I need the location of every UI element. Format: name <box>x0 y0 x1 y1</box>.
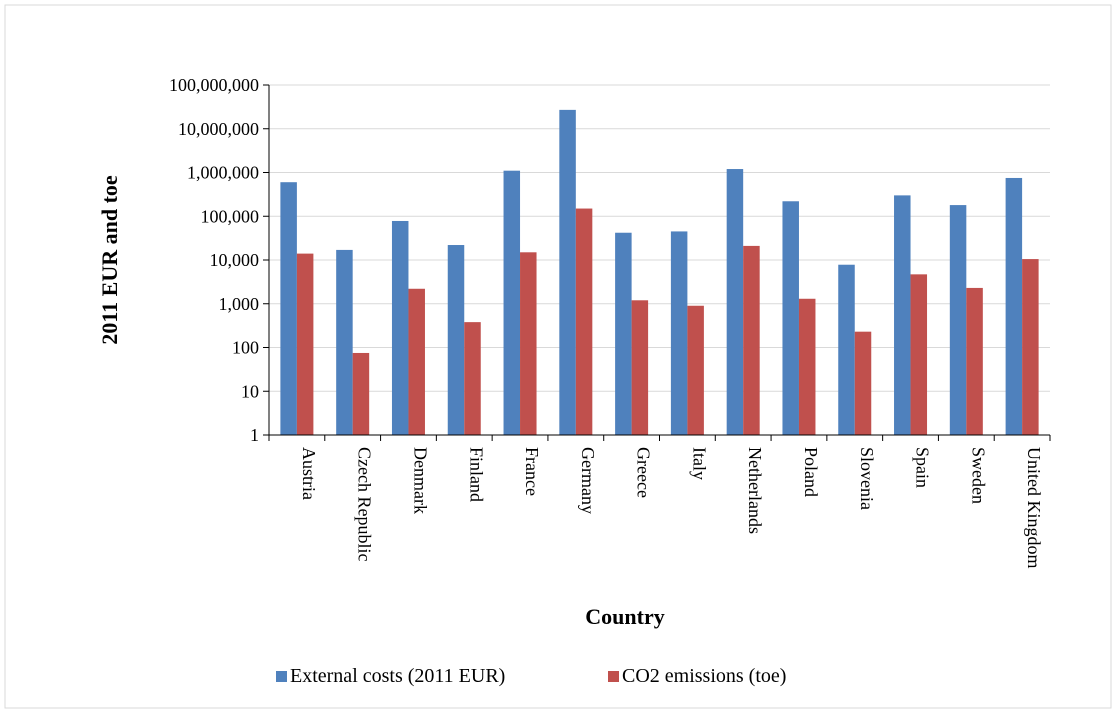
x-tick-labels: Austria Czech Republic Denmark Finland Franc… <box>299 447 1044 569</box>
axes <box>263 84 1051 441</box>
legend-label: CO2 emissions (toe) <box>622 665 786 687</box>
bar-co2-emissions <box>1022 259 1039 435</box>
y-tick-label: 10,000 <box>210 250 260 270</box>
bar-co2-emissions <box>575 208 593 435</box>
bar-co2-emissions <box>408 288 425 435</box>
y-tick-label: 10 <box>241 381 259 401</box>
legend-swatch <box>276 671 287 682</box>
y-tick-label: 1,000,000 <box>187 163 259 183</box>
x-tick-label: Sweden <box>968 447 988 504</box>
bar-co2-emissions <box>687 305 704 435</box>
bar-co2-emissions <box>352 352 370 435</box>
bar-co2-emissions <box>798 298 816 435</box>
x-tick-label: Greece <box>634 447 654 498</box>
x-axis-title: Country <box>585 604 664 629</box>
bar-external-costs <box>447 245 465 435</box>
x-tick-label: Spain <box>913 447 933 488</box>
y-tick-labels: 1 10 100 1,000 10,000 100,000 1,000,000 10,000,… <box>169 75 259 445</box>
bar-external-costs <box>280 182 297 435</box>
y-axis-title: 2011 EUR and toe <box>97 175 122 345</box>
y-tick-label: 1,000 <box>219 294 260 314</box>
bar-external-costs <box>336 249 353 435</box>
legend-label: External costs (2011 EUR) <box>290 665 505 687</box>
bar-external-costs <box>894 195 911 435</box>
bar-external-costs <box>838 264 855 435</box>
y-tick-label: 100,000,000 <box>169 75 259 95</box>
bar-co2-emissions <box>966 287 983 435</box>
x-tick-label: Italy <box>689 447 709 480</box>
y-tick-label: 100,000 <box>201 206 260 226</box>
x-tick-label: Austria <box>299 447 319 500</box>
bar-external-costs <box>782 201 799 435</box>
bar-co2-emissions <box>631 300 649 435</box>
legend: External costs (2011 EUR) CO2 emissions (… <box>276 665 786 687</box>
bar-external-costs <box>503 170 521 435</box>
bar-external-costs <box>1005 177 1023 435</box>
bar-co2-emissions <box>854 331 872 435</box>
bar-co2-emissions <box>520 252 537 435</box>
x-tick-label: United Kingdom <box>1024 447 1044 569</box>
x-tick-label: Czech Republic <box>355 447 375 561</box>
bar-external-costs <box>391 220 409 435</box>
bar-co2-emissions <box>910 274 928 435</box>
bar-external-costs <box>615 232 632 435</box>
x-tick-label: Slovenia <box>857 447 877 510</box>
x-tick-label: Netherlands <box>745 447 765 534</box>
x-tick-label: Poland <box>801 447 821 497</box>
y-tick-label: 10,000,000 <box>178 119 259 139</box>
legend-swatch <box>608 671 619 682</box>
bar-external-costs <box>670 231 688 435</box>
x-tick-label: Denmark <box>410 447 430 514</box>
x-tick-label: Germany <box>578 447 598 514</box>
bar-co2-emissions <box>464 322 481 435</box>
bar-external-costs <box>559 109 576 435</box>
x-tick-label: Finland <box>466 447 486 502</box>
bar-external-costs <box>949 205 967 435</box>
bar-co2-emissions <box>296 253 314 435</box>
bar-external-costs <box>726 169 744 435</box>
chart-border <box>4 4 1112 709</box>
x-tick-label: France <box>522 447 542 496</box>
y-tick-label: 1 <box>250 425 259 445</box>
bar-co2-emissions <box>743 245 760 435</box>
y-tick-label: 100 <box>232 338 259 358</box>
bars <box>280 109 1039 435</box>
